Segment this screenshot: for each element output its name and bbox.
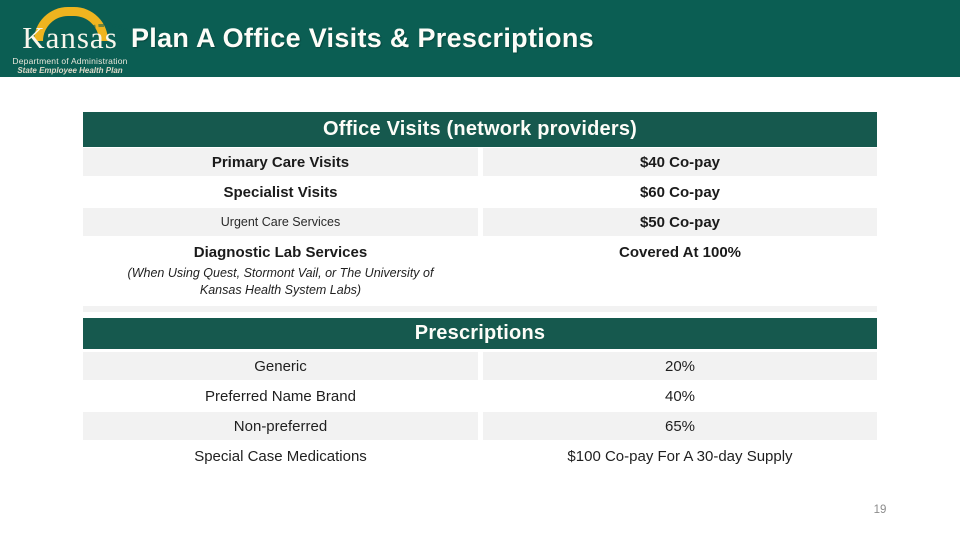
page-number: 19 bbox=[873, 504, 887, 516]
table-bottom-strip bbox=[83, 306, 877, 312]
row-label: Preferred Name Brand bbox=[205, 387, 356, 405]
table-row: Urgent Care Services $50 Co-pay bbox=[83, 208, 877, 236]
row-value: Covered At 100% bbox=[619, 244, 741, 261]
row-label: Diagnostic Lab Services bbox=[193, 244, 368, 261]
row-label: Special Case Medications bbox=[194, 447, 367, 465]
logo-name: Kansas bbox=[22, 20, 118, 55]
row-value: $100 Co-pay For A 30-day Supply bbox=[567, 447, 793, 465]
kansas-logo: Kansas Department of Administration Stat… bbox=[8, 2, 139, 77]
slide-title: Plan A Office Visits & Prescriptions bbox=[131, 23, 594, 53]
prescriptions-table-header: Prescriptions bbox=[83, 318, 877, 349]
table-row: Primary Care Visits $40 Co-pay bbox=[83, 148, 877, 176]
header-band: Kansas Department of Administration Stat… bbox=[0, 0, 960, 77]
row-label: Primary Care Visits bbox=[83, 148, 478, 176]
table-row: Preferred Name Brand 40% bbox=[83, 382, 877, 410]
table-row: Non-preferred 65% bbox=[83, 412, 877, 440]
row-label: Non-preferred bbox=[83, 412, 478, 440]
table-row-diagnostic: Diagnostic Lab Services (When Using Ques… bbox=[83, 238, 877, 304]
row-value: 40% bbox=[664, 387, 696, 405]
logo-plan-line: State Employee Health Plan bbox=[17, 66, 123, 75]
row-label: Specialist Visits bbox=[223, 183, 338, 201]
row-note: (When Using Quest, Stormont Vail, or The… bbox=[127, 266, 434, 297]
row-label: Generic bbox=[83, 352, 478, 380]
office-visits-table-header: Office Visits (network providers) bbox=[83, 112, 877, 147]
logo-department-line: Department of Administration bbox=[12, 56, 128, 66]
row-value: 65% bbox=[483, 412, 877, 440]
row-label: Urgent Care Services bbox=[83, 208, 478, 236]
row-value: 20% bbox=[483, 352, 877, 380]
row-value: $60 Co-pay bbox=[639, 183, 721, 201]
table-row: Generic 20% bbox=[83, 352, 877, 380]
table-row: Special Case Medications $100 Co-pay For… bbox=[83, 442, 877, 470]
row-value: $50 Co-pay bbox=[483, 208, 877, 236]
row-value: $40 Co-pay bbox=[483, 148, 877, 176]
table-row: Specialist Visits $60 Co-pay bbox=[83, 178, 877, 206]
